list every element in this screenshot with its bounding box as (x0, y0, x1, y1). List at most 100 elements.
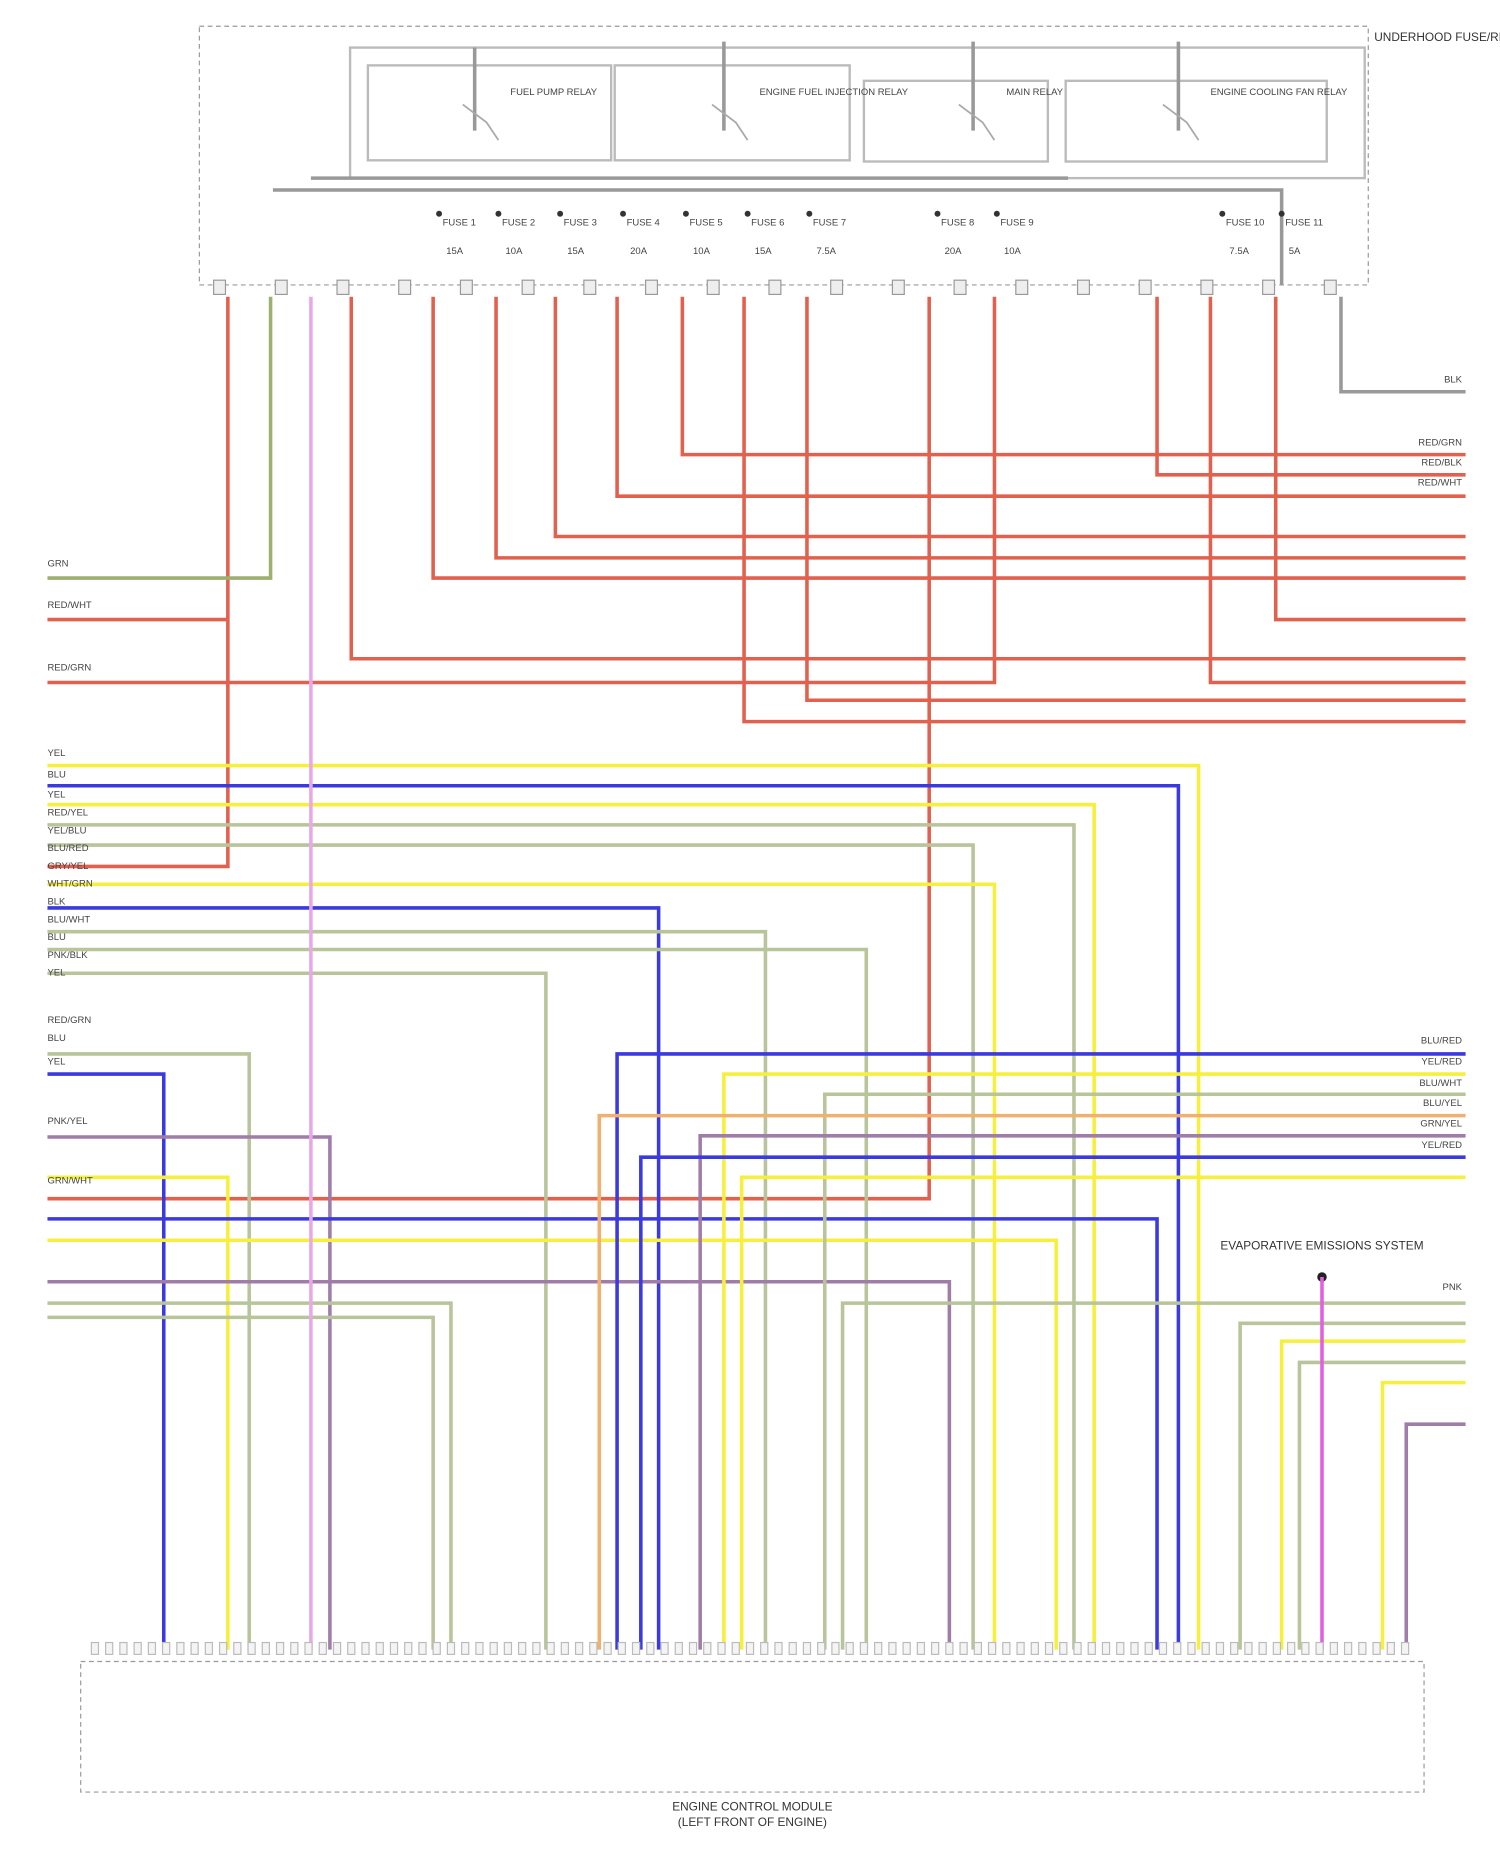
connector-pin (1200, 279, 1214, 296)
wire (639, 1155, 1466, 1650)
module-pin (318, 1641, 327, 1655)
wire-label: YEL/BLU (47, 825, 86, 836)
module-pin (1343, 1641, 1353, 1655)
module-pin (703, 1641, 712, 1655)
wire (739, 1175, 1466, 1650)
connector-pin (1138, 279, 1152, 296)
relay-frames (348, 46, 1366, 180)
connector-pin (1076, 279, 1090, 296)
wire-label: RED/GRN (47, 1015, 91, 1026)
wire (431, 296, 1466, 580)
wire-label: GRN/WHT (47, 1175, 93, 1186)
wire (47, 1301, 453, 1650)
wire-label: RED/WHT (47, 600, 91, 611)
module-pin (888, 1641, 897, 1655)
wire (47, 802, 1096, 1650)
wire-label: GRN (47, 558, 68, 569)
module-pin (1059, 1641, 1068, 1655)
wire (47, 1238, 1058, 1650)
module-pin (190, 1641, 199, 1655)
module-pin (218, 1641, 228, 1655)
fuse-relay-box (198, 25, 1369, 286)
wire (47, 296, 997, 685)
wire (47, 1175, 230, 1650)
wire (1279, 1339, 1466, 1650)
module-pin (1201, 1641, 1210, 1655)
wire (1208, 296, 1466, 685)
module-pin (902, 1641, 911, 1655)
wire (822, 1092, 1466, 1650)
connector-pin (830, 279, 844, 296)
relay-label: ENGINE FUEL INJECTION RELAY (759, 87, 908, 98)
wire (597, 1113, 1466, 1650)
module-pin (1116, 1641, 1125, 1655)
fuse-rating: 5A (1289, 246, 1301, 257)
module-pin (646, 1641, 655, 1655)
module-pin (347, 1641, 356, 1655)
module-pin (446, 1641, 456, 1655)
module-pin (973, 1641, 983, 1655)
module-pin (1087, 1641, 1096, 1655)
module-pin (475, 1641, 484, 1655)
module-pin (959, 1641, 968, 1655)
fuse-rating: 10A (693, 246, 711, 257)
fuse-rating: 10A (1004, 246, 1022, 257)
wire-label: RED/WHT (1418, 478, 1462, 489)
module-pin (874, 1641, 883, 1655)
module-pin (1101, 1641, 1111, 1655)
relay-contact (1162, 103, 1200, 141)
relay-label: ENGINE COOLING FAN RELAY (1210, 87, 1348, 98)
fuse-node (1278, 210, 1285, 217)
relay-label: MAIN RELAY (1006, 87, 1063, 98)
module-pin (1130, 1641, 1139, 1655)
module-pin (1272, 1641, 1282, 1655)
module-pin (1173, 1641, 1182, 1655)
wire (47, 929, 768, 1650)
wire (47, 1217, 1159, 1650)
fuse-node (682, 210, 689, 217)
wire (1380, 1380, 1466, 1650)
wire-label: BLU (47, 932, 66, 943)
connector-pin (706, 279, 720, 296)
fuse-node (806, 210, 813, 217)
wire (805, 296, 1466, 703)
module-pin (930, 1641, 940, 1655)
connector-pin (336, 279, 350, 296)
wire-label: PNK (1443, 1282, 1463, 1293)
fuse-rating: 20A (945, 246, 963, 257)
connector-pin (953, 279, 967, 296)
module-pin (1044, 1641, 1054, 1655)
wire-label: BLK (47, 897, 66, 908)
wire (494, 296, 1466, 560)
module-pin (147, 1641, 157, 1655)
module-pin (717, 1641, 726, 1655)
module-pin (731, 1641, 740, 1655)
wire (47, 971, 548, 1650)
wire-label: WHT/GRN (47, 879, 92, 890)
wire-label: BLU/WHT (1419, 1078, 1462, 1089)
wire (680, 296, 1466, 457)
wire-label: YEL/RED (1421, 1057, 1462, 1068)
wire (47, 783, 1181, 1650)
wire (47, 823, 1076, 1650)
wire (840, 1301, 1466, 1650)
wire (47, 296, 273, 580)
module-pin (1400, 1641, 1410, 1655)
wire (47, 296, 230, 869)
wire (47, 906, 661, 1650)
connector-pin (1323, 279, 1337, 296)
module-pin (589, 1641, 598, 1655)
wire (1297, 1360, 1466, 1650)
module-pin (1016, 1641, 1025, 1655)
module-pin (774, 1641, 783, 1655)
wire-label: YEL (47, 748, 65, 759)
module-pin (688, 1641, 698, 1655)
module-pin (745, 1641, 755, 1655)
fuse-label: FUSE 7 (813, 218, 846, 229)
module-pin (817, 1641, 826, 1655)
connector-pin (459, 279, 473, 296)
wire-label: GRY/YEL (47, 861, 88, 872)
module-pin (674, 1641, 683, 1655)
module-pin (1386, 1641, 1395, 1655)
